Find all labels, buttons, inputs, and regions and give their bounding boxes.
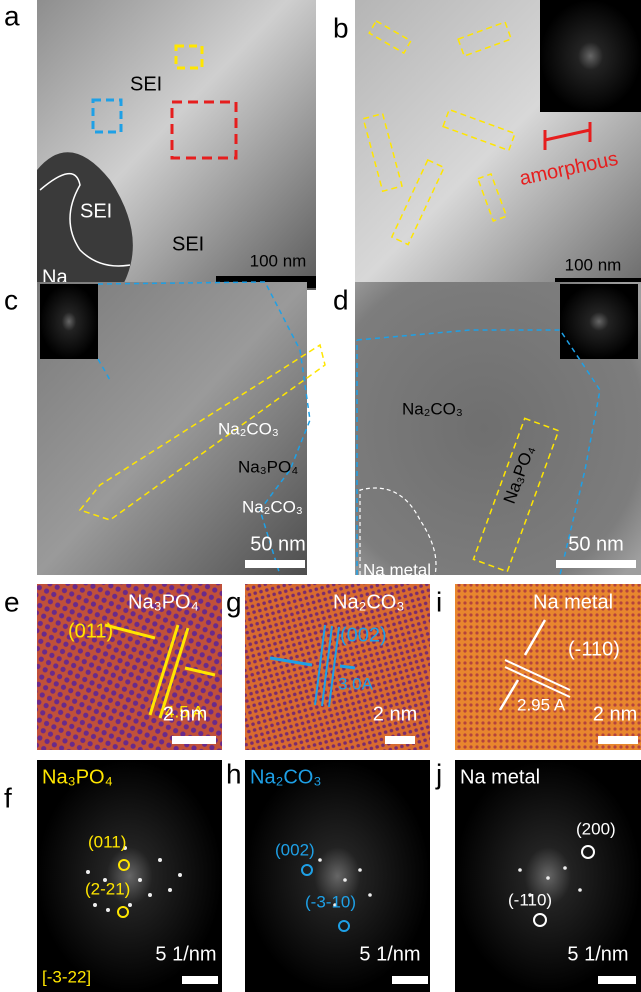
fft-inset bbox=[40, 284, 98, 359]
label: SEI bbox=[130, 73, 162, 95]
fft-inset bbox=[560, 284, 638, 359]
fft-inset bbox=[540, 0, 641, 112]
label: Na₂CO₃ bbox=[242, 497, 303, 516]
label: [-3-22] bbox=[42, 967, 91, 986]
label: (200) bbox=[576, 819, 616, 838]
scale-bar-label: 100 nm bbox=[250, 251, 307, 270]
scale-bar bbox=[182, 976, 218, 984]
scale-bar bbox=[245, 560, 305, 568]
scale-bar-label: 50 nm bbox=[568, 533, 624, 555]
label: Na₃PO₄ bbox=[42, 766, 113, 788]
label: 3.0A bbox=[338, 674, 374, 693]
panel-label: c bbox=[4, 284, 18, 315]
scale-bar-label: 5 1/nm bbox=[359, 943, 420, 965]
panel-label: b bbox=[333, 12, 349, 43]
label: Na₃PO₄ bbox=[238, 457, 298, 476]
label: (2-21) bbox=[85, 879, 130, 898]
label: Na₃PO₄ bbox=[128, 591, 199, 613]
label: Na metal bbox=[363, 560, 431, 579]
panel-label: a bbox=[4, 0, 20, 31]
label: Na₂CO₃ bbox=[402, 399, 463, 418]
label: (011) bbox=[68, 620, 113, 642]
label: Na₂CO₃ bbox=[333, 591, 404, 613]
label: Na metal bbox=[533, 591, 613, 613]
scale-bar bbox=[392, 976, 428, 984]
label: SEI bbox=[172, 233, 204, 255]
label: (011) bbox=[88, 832, 126, 851]
label: Na₂CO₃ bbox=[218, 419, 279, 438]
panel-label: d bbox=[333, 284, 349, 315]
label: SEI bbox=[80, 200, 112, 222]
panel-label: g bbox=[226, 586, 242, 617]
scale-bar-label: 5 1/nm bbox=[567, 943, 628, 965]
scale-bar bbox=[598, 736, 638, 744]
scale-bar-label: 2 nm bbox=[593, 703, 637, 725]
scale-bar-label: 100 nm bbox=[565, 255, 622, 274]
label: Na₂CO₃ bbox=[250, 766, 321, 788]
panel-label: e bbox=[4, 586, 20, 617]
label: 2.95 A bbox=[517, 695, 566, 714]
scale-bar-label: 2 nm bbox=[373, 703, 417, 725]
scale-bar bbox=[598, 976, 636, 984]
scale-bar-label: 50 nm bbox=[250, 533, 306, 555]
label: (002) bbox=[275, 840, 315, 859]
scale-bar-label: 5 1/nm bbox=[155, 943, 216, 965]
label: (-3-10) bbox=[305, 892, 356, 911]
panel-label: f bbox=[4, 782, 12, 813]
panel-label: j bbox=[435, 758, 442, 789]
scale-bar bbox=[556, 560, 636, 568]
scale-bar bbox=[385, 736, 415, 744]
panel-label: h bbox=[226, 758, 242, 789]
panel-label: i bbox=[436, 586, 442, 617]
label: (-110) bbox=[568, 638, 620, 660]
scale-bar-label: 2 nm bbox=[163, 703, 207, 725]
scale-bar bbox=[172, 736, 216, 744]
label: (-110) bbox=[508, 890, 552, 909]
label: (002) bbox=[340, 624, 387, 646]
figure: a SEI SEI SEI Na 100 nm b amorphous 100 … bbox=[0, 0, 641, 992]
label: Na metal bbox=[460, 766, 540, 788]
